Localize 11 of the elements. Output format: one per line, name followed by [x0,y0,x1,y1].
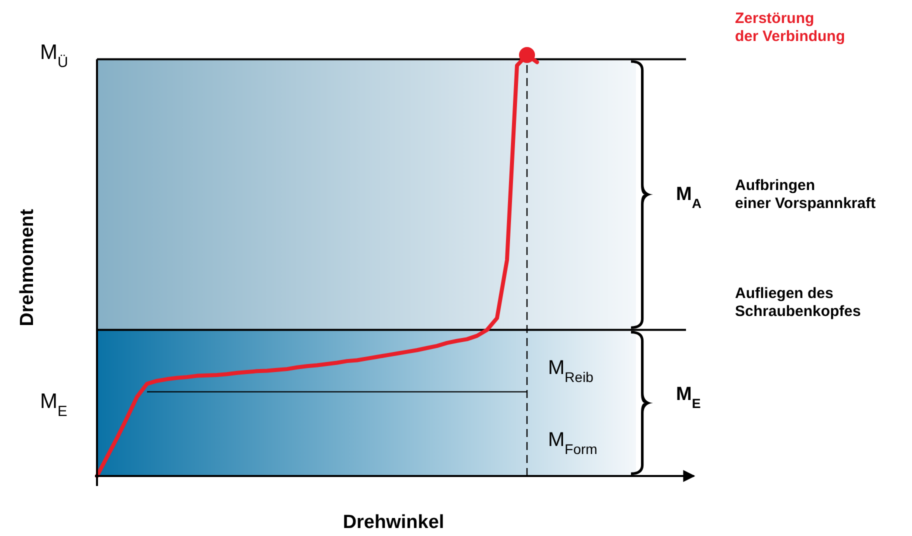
y-axis-title: Drehmoment [17,208,38,326]
annotation: M$_{A}$ [676,184,702,210]
text: M$_{E}$ [40,390,68,420]
text: Aufbringen einer Vorspannkraft [735,177,876,212]
annotation: M$_{Reib}$ [548,357,594,385]
annotation: M$_{Form}$ [548,429,598,457]
annotation: M$_{E}$ [676,384,701,410]
x-axis-title: Drehwinkel [342,512,444,533]
text: M$_{Ü}$ [40,41,68,71]
text: Aufliegen des Schraubenkopfes [735,285,861,320]
text: Zerstörung der Verbindung [735,10,846,45]
